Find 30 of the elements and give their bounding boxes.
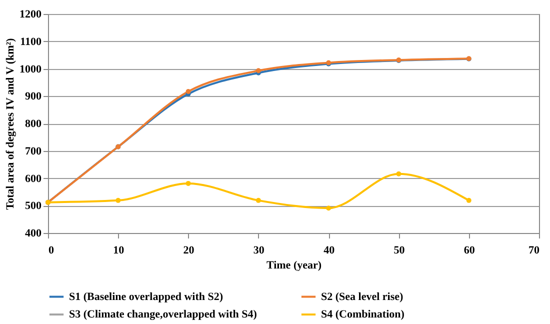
y-tick-label: 400 [25,228,42,240]
point [186,180,191,186]
x-tick-label: 50 [394,244,406,256]
y-axis-title: Total area of degrees IV and V (km²) [4,38,16,210]
y-tick-label: 900 [25,90,42,103]
x-tick-label: 0 [48,244,54,256]
point [256,198,261,203]
y-tick-label: 800 [25,118,42,130]
x-tick-label: 20 [183,244,195,256]
y-tick-label: 700 [25,145,42,158]
point [116,198,121,203]
legend-label: S4 (Combination) [321,308,405,320]
x-tick-label: 10 [113,244,125,256]
x-tick-label: 60 [464,244,476,256]
x-tick-label: 30 [253,244,265,256]
point [466,198,472,203]
legend-label: S3 (Climate change,overlapped with S4) [69,308,258,320]
x-axis-title: Time (year) [266,260,322,272]
y-tick-label: 1000 [20,63,42,76]
legend-label: S1 (Baseline overlapped with S2) [69,290,224,303]
y-tick-label: 600 [25,172,42,185]
y-tick-label: 1100 [20,36,42,48]
point [326,206,332,211]
legend-label: S2 (Sea level rise) [321,290,404,303]
y-tick-label: 500 [25,200,42,212]
x-tick-label: 70 [528,244,540,256]
x-tick-label: 40 [324,244,336,256]
point [396,171,402,176]
point [186,88,191,94]
y-tick-label: 1200 [20,8,42,20]
